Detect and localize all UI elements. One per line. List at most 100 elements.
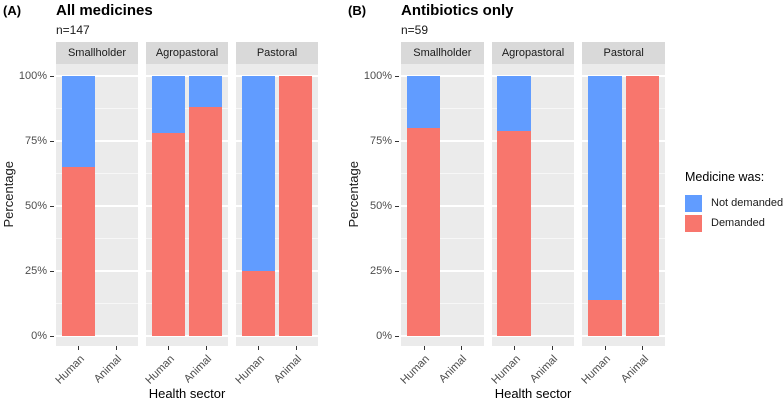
minor-gridline bbox=[491, 173, 575, 174]
x-axis: Human Animal bbox=[233, 346, 318, 387]
major-gridline bbox=[146, 75, 228, 77]
y-tick-mark bbox=[395, 270, 399, 272]
minor-gridline bbox=[56, 303, 138, 304]
major-gridline bbox=[56, 75, 138, 77]
chart-header-b: Antibiotics only n=59 bbox=[401, 0, 665, 42]
x-tick-label-animal: Animal bbox=[181, 353, 215, 386]
bar-animal bbox=[444, 76, 478, 336]
x-tick-label-animal: Animal bbox=[271, 353, 305, 386]
minor-gridline bbox=[491, 238, 575, 239]
facet-strip: Agropastoral bbox=[491, 42, 575, 64]
minor-gridline bbox=[146, 173, 228, 174]
y-tick-mark bbox=[395, 75, 399, 77]
x-axis: Human Animal bbox=[580, 346, 665, 387]
plot-panel bbox=[56, 64, 138, 346]
major-gridline bbox=[236, 335, 318, 337]
panel-tag-a: (A) bbox=[3, 3, 22, 18]
bar-segment-demanded bbox=[497, 130, 532, 336]
major-gridline bbox=[491, 140, 575, 142]
bar-segment-demanded bbox=[406, 128, 441, 336]
major-gridline bbox=[146, 205, 228, 207]
major-gridline bbox=[401, 335, 484, 337]
bar-human bbox=[587, 76, 622, 336]
minor-gridline bbox=[582, 238, 666, 239]
minor-gridline bbox=[236, 173, 318, 174]
bar-segment-not-demanded bbox=[587, 76, 622, 300]
x-tick-label-human: Human bbox=[489, 353, 523, 387]
minor-gridline bbox=[401, 238, 484, 239]
bar-segment-not-demanded bbox=[188, 76, 223, 108]
bar-segment-not-demanded bbox=[151, 76, 186, 134]
bar-segment-not-demanded bbox=[497, 76, 532, 131]
major-gridline bbox=[56, 205, 138, 207]
x-tick-label-human: Human bbox=[53, 353, 87, 387]
x-tick-label-animal: Animal bbox=[91, 353, 125, 386]
minor-gridline bbox=[582, 173, 666, 174]
y-axis: 100% 75% 50% 25% 0% bbox=[361, 42, 401, 346]
bar-segment-not-demanded bbox=[241, 76, 276, 271]
x-axis: Human Animal bbox=[398, 346, 484, 387]
facet-group-a: Smallholder Human Animal bbox=[53, 42, 318, 387]
y-axis-title: Percentage bbox=[0, 160, 16, 228]
facet-strip: Pastoral bbox=[236, 42, 318, 64]
plot-body-b: Percentage 100% 75% 50% 25% 0% Smallhold… bbox=[345, 42, 666, 387]
bar-human bbox=[61, 76, 96, 336]
bar-segment-demanded bbox=[241, 271, 276, 336]
x-axis-title: Health sector bbox=[148, 386, 226, 401]
facet-strip: Agropastoral bbox=[146, 42, 228, 64]
legend-title: Medicine was: bbox=[685, 170, 765, 184]
legend-swatch-not-demanded bbox=[685, 194, 702, 212]
bar-animal bbox=[625, 76, 660, 336]
bar-animal bbox=[278, 76, 313, 336]
y-tick-label: 75% bbox=[25, 135, 54, 147]
major-gridline bbox=[491, 335, 575, 337]
major-gridline bbox=[491, 75, 575, 77]
plot-panel bbox=[236, 64, 318, 346]
facet-strip: Smallholder bbox=[56, 42, 138, 64]
bar-animal bbox=[188, 76, 223, 336]
chart-header-a: All medicines n=147 bbox=[56, 0, 318, 42]
x-tick-label-human: Human bbox=[398, 353, 433, 387]
y-tick-label: 100% bbox=[364, 70, 399, 82]
y-tick-mark bbox=[50, 140, 54, 142]
legend-label: Not demanded bbox=[711, 197, 784, 209]
minor-gridline bbox=[401, 108, 484, 109]
x-tick-label-animal: Animal bbox=[618, 353, 651, 386]
x-tick-mark bbox=[115, 346, 117, 350]
x-tick-mark bbox=[514, 346, 516, 350]
x-axis: Human Animal bbox=[489, 346, 575, 387]
major-gridline bbox=[236, 140, 318, 142]
major-gridline bbox=[401, 270, 484, 272]
bar-human bbox=[406, 76, 441, 336]
x-axis-title: Health sector bbox=[494, 386, 572, 401]
minor-gridline bbox=[56, 173, 138, 174]
minor-gridline bbox=[146, 303, 228, 304]
bar-human bbox=[497, 76, 532, 336]
x-tick-mark bbox=[78, 346, 80, 350]
major-gridline bbox=[582, 335, 666, 337]
legend-swatch-demanded bbox=[685, 214, 702, 232]
major-gridline bbox=[146, 335, 228, 337]
legend: Medicine was: Not demanded Demanded bbox=[685, 170, 783, 233]
minor-gridline bbox=[401, 173, 484, 174]
minor-gridline bbox=[491, 303, 575, 304]
x-tick-mark bbox=[423, 346, 425, 350]
x-tick-label-human: Human bbox=[143, 353, 177, 387]
facet-strip: Smallholder bbox=[401, 42, 484, 64]
major-gridline bbox=[146, 270, 228, 272]
major-gridline bbox=[582, 75, 666, 77]
major-gridline bbox=[146, 140, 228, 142]
facet-smallholder-a: Smallholder Human Animal bbox=[53, 42, 138, 387]
chart-title-b: Antibiotics only bbox=[401, 2, 514, 19]
legend-item-not-demanded: Not demanded bbox=[685, 193, 783, 213]
minor-gridline bbox=[491, 108, 575, 109]
major-gridline bbox=[491, 205, 575, 207]
minor-gridline bbox=[146, 108, 228, 109]
bar-segment-demanded bbox=[587, 299, 622, 336]
bar-segment-not-demanded bbox=[406, 76, 441, 128]
facet-group-b: Smallholder Human Animal bbox=[398, 42, 666, 387]
plot-panel bbox=[491, 64, 575, 346]
y-tick-label: 50% bbox=[370, 200, 399, 212]
x-tick-mark bbox=[258, 346, 260, 350]
